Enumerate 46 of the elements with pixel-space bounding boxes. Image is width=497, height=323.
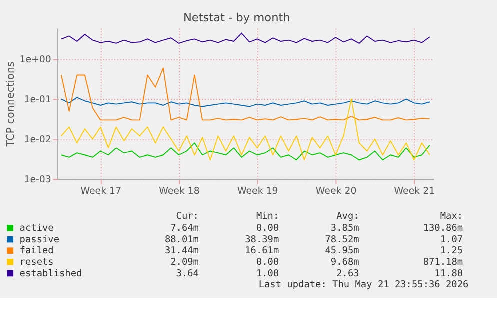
text: 16.61m <box>245 246 280 257</box>
x-tick-label: Week 19 <box>237 186 278 197</box>
text: 7.64m <box>170 223 200 234</box>
y-tick-label: 1e-02 <box>24 134 52 146</box>
line-series <box>60 68 430 121</box>
text: 88.01m <box>164 234 200 246</box>
x-tick-label: Week 18 <box>159 186 200 197</box>
legend-label: established <box>20 268 82 280</box>
legend-label: resets <box>20 257 54 268</box>
legend-label: active <box>20 223 54 234</box>
text: 3.85m <box>330 223 360 234</box>
text: 1.00 <box>256 268 280 280</box>
text: 9.68m <box>330 257 360 268</box>
text: 1.25 <box>440 246 464 257</box>
text: 3.64 <box>176 268 200 280</box>
text: 38.39m <box>245 234 280 246</box>
text: 1.07 <box>440 234 464 246</box>
x-tick-label: Week 20 <box>316 186 357 197</box>
legend-label: passive <box>20 234 60 246</box>
text: Last update: Thu May 21 23:55:36 2026 <box>258 280 470 291</box>
text: 0.00 <box>256 257 280 268</box>
text: 2.09m <box>170 257 200 268</box>
chart-title: Netstat - by month <box>183 12 290 25</box>
y-tick-label: 1e+00 <box>20 54 52 66</box>
x-tick-label: Week 21 <box>394 186 436 197</box>
y-axis-title: TCP connections <box>5 62 18 148</box>
line-series <box>60 142 430 161</box>
text: 2.63 <box>336 268 360 280</box>
text: 11.80 <box>434 268 464 280</box>
text: Max: <box>440 210 464 222</box>
x-tick-label: Week 17 <box>80 186 122 197</box>
text: 871.18m <box>423 257 464 268</box>
line-series <box>60 98 430 161</box>
text: 31.44m <box>164 246 200 257</box>
text: Avg: <box>336 210 360 222</box>
y-tick-label: 1e-03 <box>24 174 52 186</box>
y-tick-label: 1e-01 <box>24 94 52 106</box>
text: Cur: <box>176 210 199 222</box>
legend-label: failed <box>20 246 54 257</box>
line-series <box>60 97 430 108</box>
text: 0.00 <box>256 223 280 234</box>
text: 130.86m <box>423 223 464 234</box>
text: 78.52m <box>325 234 360 246</box>
line-series <box>60 32 430 44</box>
text: 45.95m <box>325 246 360 257</box>
text: Min: <box>256 210 280 222</box>
